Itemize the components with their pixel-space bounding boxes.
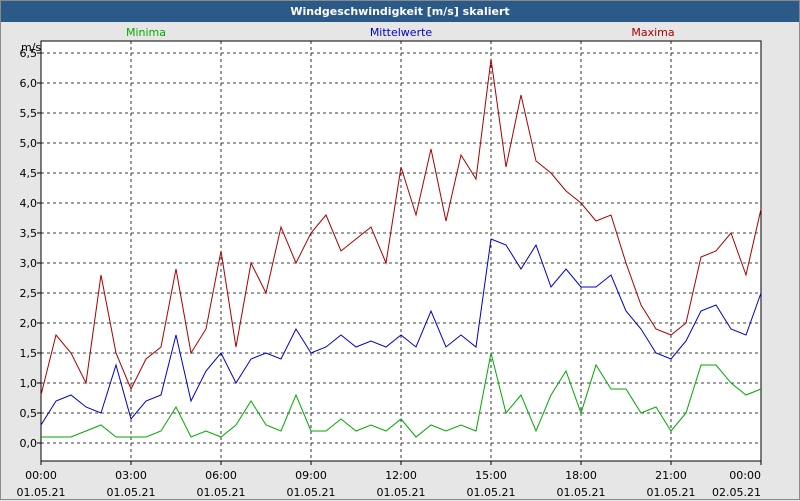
y-tick-label: 3,5 [20, 227, 38, 240]
x-tick-time-label: 00:00 [729, 469, 761, 482]
x-tick-date-label: 01.05.21 [557, 486, 606, 499]
x-tick-time-label: 12:00 [385, 469, 417, 482]
y-tick-label: 2,5 [20, 287, 38, 300]
legend-entry-maxima: Maxima [631, 26, 674, 39]
x-tick-date-label: 01.05.21 [647, 486, 696, 499]
x-tick-date-label: 02.05.21 [712, 486, 761, 499]
series-layer [40, 58, 762, 438]
x-tick-date-label: 01.05.21 [287, 486, 336, 499]
y-tick-label: 4,5 [20, 167, 38, 180]
gridlines [41, 41, 761, 461]
y-tick-label: 6,5 [20, 47, 38, 60]
legend-entry-mittelwerte: Mittelwerte [370, 26, 433, 39]
x-tick-date-label: 01.05.21 [17, 486, 66, 499]
y-tick-label: 1,0 [20, 377, 38, 390]
y-axis-ticks: 0,0 0,5 1,0 1,5 2,0 2,5 3,0 3,5 4,0 4,5 5,0 5,5 6,0 6… [20, 47, 41, 450]
y-tick-label: 0,0 [20, 437, 38, 450]
x-axis-ticks: 00:00 01.05.21 03:00 01.05.21 06:00 01.05.21 0… [17, 461, 762, 499]
x-tick-time-label: 09:00 [295, 469, 327, 482]
y-tick-label: 1,5 [20, 347, 38, 360]
x-tick-date-label: 01.05.21 [377, 486, 426, 499]
y-tick-label: 5,5 [20, 107, 38, 120]
x-tick-date-label: 01.05.21 [467, 486, 516, 499]
legend: Minima Mittelwerte Maxima [126, 26, 675, 39]
window-title: Windgeschwindigkeit [m/s] skaliert [1, 1, 799, 22]
y-tick-label: 5,0 [20, 137, 38, 150]
legend-entry-minima: Minima [126, 26, 166, 39]
y-tick-label: 2,0 [20, 317, 38, 330]
y-tick-label: 3,0 [20, 257, 38, 270]
x-tick-time-label: 21:00 [655, 469, 687, 482]
x-tick-time-label: 06:00 [205, 469, 237, 482]
series-line-minima [41, 352, 762, 438]
x-tick-time-label: 18:00 [565, 469, 597, 482]
x-tick-time-label: 03:00 [115, 469, 147, 482]
y-axis-label: m/s [21, 41, 41, 54]
series-line-maxima [40, 58, 762, 396]
y-tick-label: 4,0 [20, 197, 38, 210]
y-tick-label: 6,0 [20, 77, 38, 90]
series-line-mittelwerte [40, 238, 762, 426]
x-tick-time-label: 15:00 [475, 469, 507, 482]
x-tick-date-label: 01.05.21 [197, 486, 246, 499]
x-tick-date-label: 01.05.21 [107, 486, 156, 499]
x-tick-time-label: 00:00 [25, 469, 57, 482]
y-tick-label: 0,5 [20, 407, 38, 420]
